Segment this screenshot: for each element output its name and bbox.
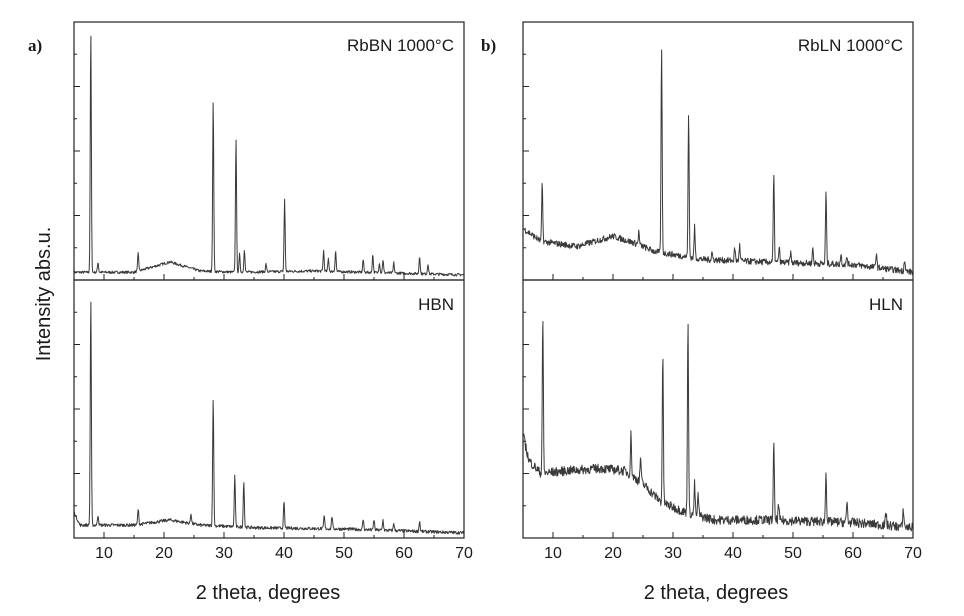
x-tick-label: 40 <box>275 545 293 562</box>
sample-label-rbbn: RbBN 1000°C <box>347 36 454 55</box>
x-tick-label: 50 <box>335 545 353 562</box>
sample-label-hln: HLN <box>869 295 903 314</box>
sample-label-hbn: HBN <box>418 295 454 314</box>
x-tick-label: 10 <box>95 545 113 562</box>
x-tick-label: 30 <box>664 545 682 562</box>
panel-b-letter: b) <box>481 36 496 55</box>
x-tick-label: 60 <box>395 545 413 562</box>
x-tick-label: 70 <box>455 545 473 562</box>
xrd-trace <box>73 35 465 277</box>
plot-frame <box>522 279 914 539</box>
plot-2 <box>522 21 914 281</box>
x-tick-label: 10 <box>544 545 562 562</box>
xrd-trace <box>73 301 465 535</box>
x-tick-label: 60 <box>844 545 862 562</box>
y-axis-title: Intensity abs.u. <box>33 227 55 362</box>
x-tick-label: 50 <box>784 545 802 562</box>
plot-frame <box>73 279 465 539</box>
plot-frame <box>522 21 914 281</box>
x-tick-label: 70 <box>904 545 922 562</box>
plot-3: 10 20 30 40 50 60 70 <box>522 279 922 562</box>
plot-1: 10 20 30 40 50 60 70 <box>73 279 473 562</box>
panel-a-letter: a) <box>28 36 42 55</box>
plot-layer: 10 20 30 40 50 60 70 10 20 30 40 50 60 70 <box>73 21 922 562</box>
sample-label-rbln: RbLN 1000°C <box>798 36 903 55</box>
plot-0 <box>73 21 465 281</box>
xrd-trace <box>522 49 914 276</box>
xrd-trace <box>522 320 914 532</box>
x-tick-label: 20 <box>155 545 173 562</box>
x-axis-title-b: 2 theta, degrees <box>644 582 789 604</box>
x-tick-label: 40 <box>724 545 742 562</box>
x-tick-label: 20 <box>604 545 622 562</box>
x-tick-label: 30 <box>215 545 233 562</box>
x-axis-title-a: 2 theta, degrees <box>196 582 341 604</box>
plot-frame <box>73 21 465 281</box>
